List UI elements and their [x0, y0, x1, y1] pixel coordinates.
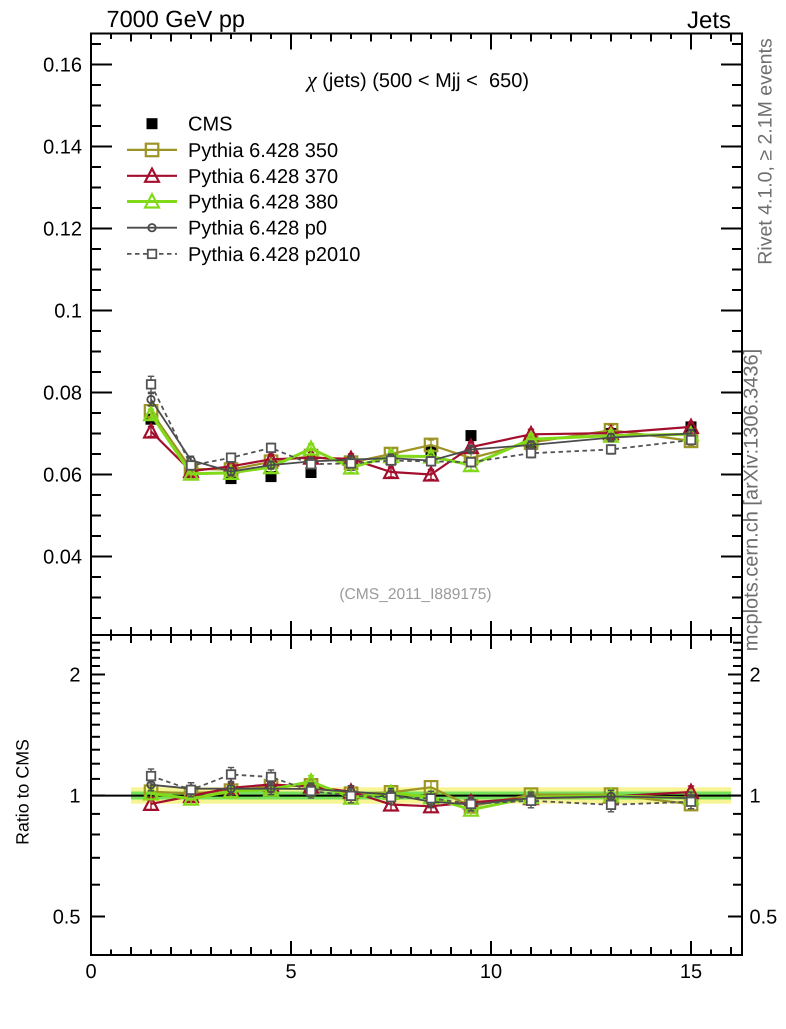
- svg-text:0.04: 0.04: [43, 547, 82, 569]
- svg-text:0.16: 0.16: [43, 55, 82, 77]
- svg-text:0.5: 0.5: [53, 907, 81, 929]
- svg-text:1: 1: [750, 786, 761, 808]
- svg-text:0.14: 0.14: [43, 137, 82, 159]
- svg-text:0.12: 0.12: [43, 219, 82, 241]
- svg-text:0: 0: [85, 961, 96, 983]
- svg-text:5: 5: [285, 961, 296, 983]
- svg-text:Pythia 6.428 350: Pythia 6.428 350: [188, 140, 338, 162]
- svg-text:(CMS_2011_I889175): (CMS_2011_I889175): [339, 586, 491, 603]
- svg-text:Pythia 6.428 370: Pythia 6.428 370: [188, 166, 338, 188]
- svg-text:15: 15: [680, 961, 702, 983]
- svg-text:Pythia 6.428 380: Pythia 6.428 380: [188, 192, 338, 214]
- svg-text:10: 10: [480, 961, 502, 983]
- svg-text:0.08: 0.08: [43, 383, 82, 405]
- svg-text:CMS: CMS: [188, 114, 232, 136]
- svg-text:Rivet 4.1.0, ≥ 2.1M events: Rivet 4.1.0, ≥ 2.1M events: [755, 38, 777, 265]
- svg-text:0.06: 0.06: [43, 465, 82, 487]
- svg-text:2: 2: [750, 665, 761, 687]
- svg-text:0.1: 0.1: [54, 301, 82, 323]
- svg-text:7000 GeV pp: 7000 GeV pp: [107, 6, 246, 32]
- svg-text:0.5: 0.5: [750, 907, 778, 929]
- svg-text:χ (jets) (500 < Mjj < 650): χ (jets) (500 < Mjj < 650): [305, 67, 529, 92]
- svg-text:Ratio to CMS: Ratio to CMS: [13, 739, 33, 845]
- svg-text:Pythia 6.428 p2010: Pythia 6.428 p2010: [188, 244, 360, 266]
- svg-text:Pythia 6.428 p0: Pythia 6.428 p0: [188, 218, 327, 240]
- svg-text:2: 2: [69, 665, 80, 687]
- svg-text:mcplots.cern.ch [arXiv:1306.34: mcplots.cern.ch [arXiv:1306.3436]: [741, 349, 763, 651]
- svg-text:1: 1: [69, 786, 80, 808]
- svg-text:Jets: Jets: [687, 7, 731, 34]
